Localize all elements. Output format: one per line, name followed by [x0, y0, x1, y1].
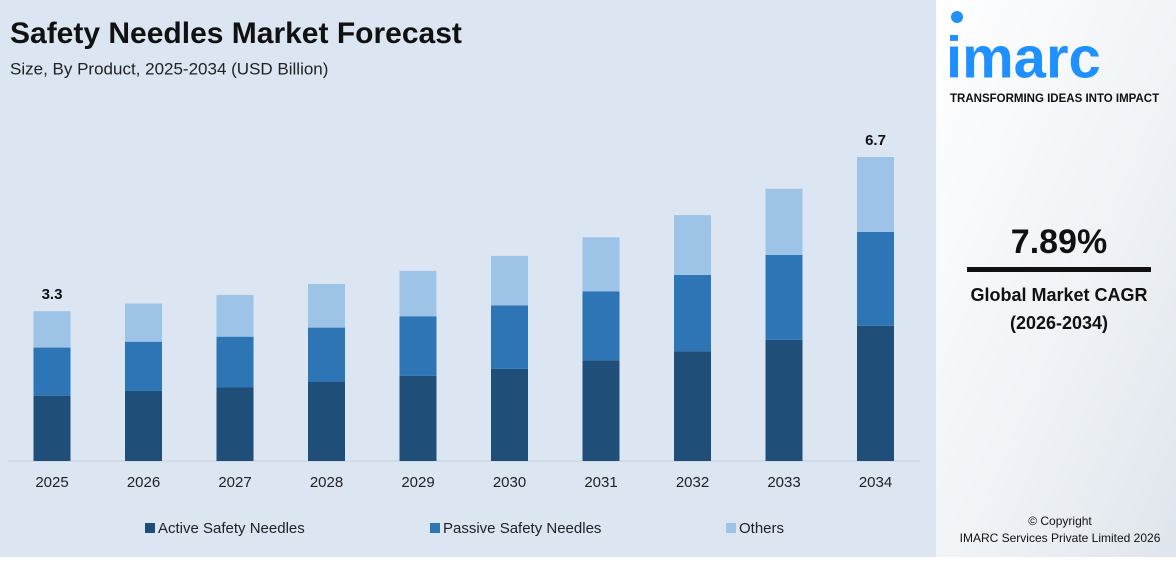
bar-segment [399, 270, 437, 317]
legend-label: Passive Safety Needles [443, 520, 601, 537]
bar-segment [674, 215, 711, 275]
cagr-rule [967, 267, 1151, 272]
x-tick-label: 2026 [127, 474, 160, 491]
x-tick-label: 2025 [35, 474, 68, 491]
bar-segment [765, 339, 803, 461]
total-label: 3.3 [42, 286, 63, 303]
logo-dot [951, 11, 963, 23]
x-tick-label: 2027 [218, 474, 251, 491]
bar-segment [216, 387, 254, 461]
bar-segment [582, 360, 620, 461]
copyright: © Copyright [1028, 514, 1092, 528]
total-label: 6.7 [865, 132, 886, 149]
bar-segment [125, 341, 162, 391]
x-tick-label: 2034 [859, 474, 892, 491]
x-tick-label: 2032 [676, 474, 709, 491]
bar-segment [125, 303, 162, 342]
x-tick-label: 2033 [767, 474, 800, 491]
sidebar-background [936, 0, 1176, 557]
cagr-value: 7.89% [1011, 223, 1107, 261]
bar-segment [399, 375, 437, 461]
bar-segment [491, 305, 528, 369]
bar-segment [491, 255, 528, 306]
company: IMARC Services Private Limited 2026 [960, 531, 1161, 545]
chart-title: Safety Needles Market Forecast [10, 17, 462, 50]
x-tick-label: 2030 [493, 474, 526, 491]
bar-segment [308, 327, 345, 382]
bar-segment [582, 237, 620, 292]
tagline: TRANSFORMING IDEAS INTO IMPACT [950, 93, 1159, 105]
bar-segment [491, 368, 528, 461]
bar-segment [216, 336, 254, 388]
cagr-label: Global Market CAGR [970, 285, 1147, 305]
bar-segment [308, 284, 345, 328]
legend-label: Active Safety Needles [158, 520, 305, 537]
legend-swatch [145, 523, 155, 533]
bar-segment [33, 395, 71, 461]
legend-swatch [726, 523, 736, 533]
x-tick-label: 2029 [401, 474, 434, 491]
legend-label: Others [739, 520, 784, 537]
bar-segment [857, 157, 894, 232]
bar-segment [765, 255, 803, 340]
bar-segment [674, 274, 711, 352]
bar-segment [216, 294, 254, 337]
bar-segment [857, 325, 894, 461]
bar-segment [33, 311, 71, 348]
chart-subtitle: Size, By Product, 2025-2034 (USD Billion… [10, 59, 328, 78]
logo: imarc [946, 25, 1101, 90]
x-tick-label: 2031 [584, 474, 617, 491]
legend-swatch [430, 523, 440, 533]
x-tick-label: 2028 [310, 474, 343, 491]
bar-segment [125, 390, 162, 461]
bar-segment [674, 351, 711, 461]
bar-segment [33, 347, 71, 396]
bar-segment [308, 381, 345, 461]
bar-segment [582, 291, 620, 361]
bar-segment [765, 188, 803, 256]
bar-segment [399, 316, 437, 376]
bar-segment [857, 231, 894, 326]
cagr-period: (2026-2034) [1010, 313, 1108, 333]
